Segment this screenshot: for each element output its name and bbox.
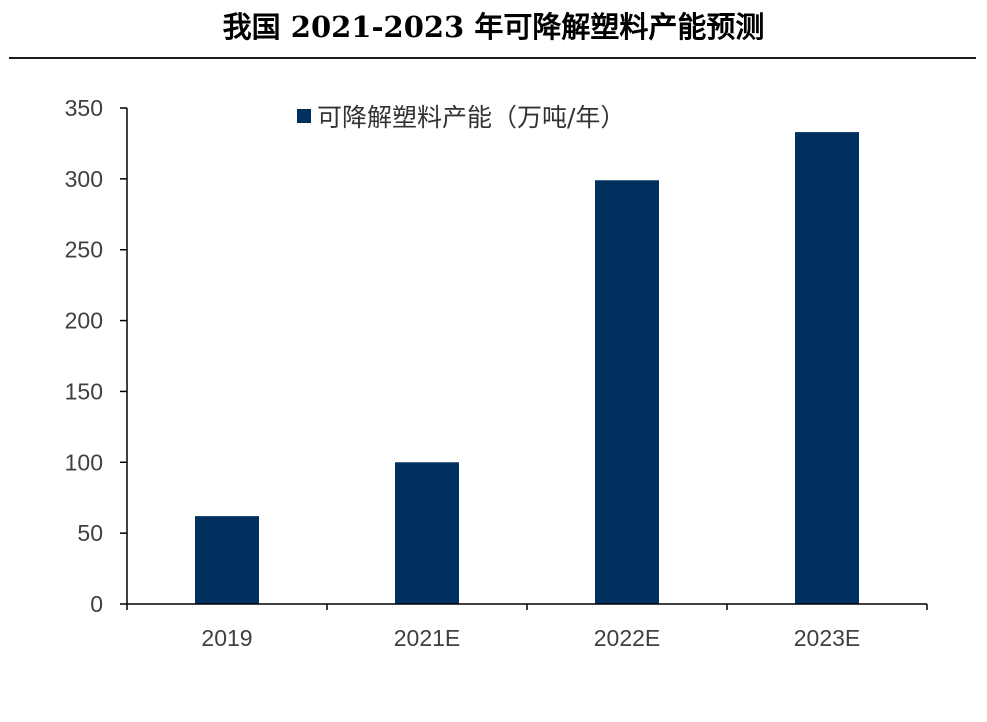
y-tick-label: 300 [65,166,103,192]
y-tick-label: 350 [65,95,103,121]
y-tick-label: 200 [65,308,103,334]
legend-swatch [297,109,311,123]
y-tick-label: 150 [65,378,103,404]
legend: 可降解塑料产能（万吨/年） [297,103,625,132]
bar-2022E [595,180,659,604]
bar-2021E [395,462,459,604]
x-axis-ticks: 2019 2021E 2022E 2023E [126,604,928,651]
bars [195,132,859,604]
y-tick-label: 100 [65,449,103,475]
y-tick-label: 0 [90,591,103,617]
legend-label: 可降解塑料产能（万吨/年） [317,103,625,132]
y-tick-label: 250 [65,237,103,263]
y-tick-label: 50 [77,520,103,546]
title-divider [9,57,976,59]
y-axis-ticks: 0 50 100 150 200 250 300 350 [65,95,127,617]
x-tick-label: 2021E [394,625,461,651]
x-tick-label: 2022E [594,625,661,651]
bar-2023E [795,132,859,604]
x-tick-label: 2023E [794,625,861,651]
x-tick-label: 2019 [201,625,252,651]
chart-title: 我国 2021-2023 年可降解塑料产能预测 [222,10,765,44]
bar-2019 [195,516,259,604]
